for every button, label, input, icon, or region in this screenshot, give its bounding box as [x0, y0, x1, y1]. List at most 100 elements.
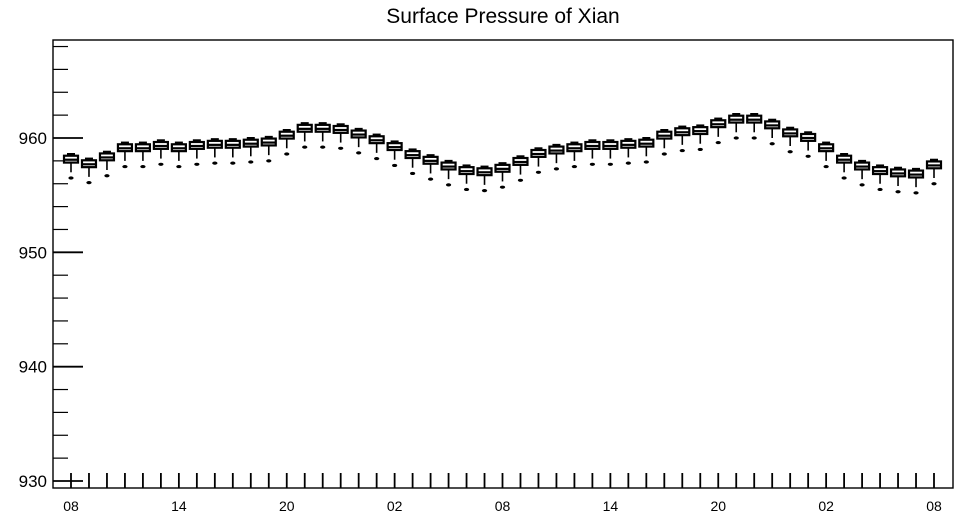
- box-outlier: [823, 164, 829, 169]
- box-outlier: [607, 162, 613, 166]
- box-plot: [548, 143, 565, 171]
- x-tick-label: 08: [63, 498, 79, 514]
- box-plot: [404, 148, 421, 176]
- box-outlier: [733, 136, 739, 140]
- box-outlier: [589, 162, 595, 166]
- box-plot: [530, 147, 547, 174]
- box-outlier: [356, 151, 362, 155]
- box-plot: [206, 138, 223, 165]
- box-plot: [674, 125, 691, 153]
- box-plot: [188, 139, 205, 166]
- box-outlier: [176, 164, 182, 169]
- box-plot: [818, 141, 835, 169]
- box-plot: [871, 164, 889, 192]
- plot-frame: [52, 39, 954, 489]
- box-outlier: [877, 187, 883, 192]
- box-plot: [386, 140, 403, 168]
- box-outlier: [320, 145, 326, 149]
- box-outlier: [481, 188, 488, 193]
- box-plot: [242, 137, 259, 164]
- box-outlier: [715, 140, 721, 145]
- box-plot: [782, 126, 799, 154]
- box-plot: [836, 153, 853, 180]
- box-outlier: [931, 182, 937, 186]
- x-tick-label: 02: [387, 498, 403, 514]
- box-plot: [116, 141, 134, 169]
- box-outlier: [463, 187, 470, 192]
- box-plot: [80, 157, 98, 185]
- box-series: [62, 112, 943, 195]
- box-outlier: [68, 176, 74, 180]
- box-plot: [476, 165, 493, 193]
- box-plot: [728, 112, 745, 140]
- box-outlier: [769, 142, 775, 146]
- box-plot: [152, 139, 169, 166]
- box-outlier: [230, 161, 236, 165]
- box-plot: [98, 150, 116, 178]
- box-plot: [853, 159, 871, 187]
- y-tick-label: 950: [19, 243, 47, 262]
- box-outlier: [517, 178, 524, 182]
- box-outlier: [805, 154, 811, 158]
- box-outlier: [266, 159, 272, 163]
- box-outlier: [338, 146, 344, 150]
- box-outlier: [86, 180, 92, 185]
- box-plot: [422, 154, 439, 181]
- box-plot: [260, 135, 277, 163]
- box-outlier: [284, 152, 290, 156]
- box-outlier: [751, 136, 757, 140]
- box-plot: [566, 141, 583, 169]
- box-plot: [692, 124, 709, 152]
- box-plot: [278, 128, 295, 156]
- box-plot: [746, 112, 763, 140]
- box-outlier: [445, 183, 452, 187]
- box-outlier: [697, 147, 703, 152]
- box-outlier: [625, 161, 631, 165]
- box-outlier: [679, 148, 685, 153]
- box-plot: [925, 158, 943, 186]
- box-outlier: [374, 156, 380, 161]
- box-plot: [584, 139, 601, 166]
- box-outlier: [122, 164, 128, 169]
- box-outlier: [194, 162, 200, 166]
- box-plot: [512, 155, 529, 182]
- x-tick-label: 20: [710, 498, 726, 514]
- box-plot: [889, 166, 907, 194]
- box-plot: [494, 162, 511, 189]
- x-axis: 08 14 20 02 08 14 20 02 08: [63, 473, 942, 514]
- x-tick-label: 08: [926, 498, 942, 514]
- box-outlier: [643, 160, 649, 164]
- x-tick-label: 02: [818, 498, 834, 514]
- box-plot: [458, 164, 475, 192]
- box-outlier: [212, 161, 218, 165]
- box-outlier: [104, 174, 110, 178]
- box-outlier: [248, 160, 254, 164]
- box-plot: [134, 141, 152, 169]
- box-plot: [764, 118, 781, 146]
- box-outlier: [571, 164, 578, 169]
- box-plot: [440, 159, 457, 187]
- box-outlier: [427, 177, 434, 181]
- box-outlier: [913, 191, 919, 195]
- box-outlier: [140, 164, 146, 169]
- box-outlier: [302, 145, 308, 149]
- box-plot: [296, 122, 313, 149]
- x-tick-label: 14: [603, 498, 619, 514]
- y-tick-label: 930: [19, 472, 47, 491]
- box-outlier: [410, 171, 416, 176]
- box-plot: [62, 153, 80, 180]
- box-outlier: [787, 150, 793, 154]
- chart-title: Surface Pressure of Xian: [386, 5, 619, 28]
- box-outlier: [392, 163, 398, 168]
- box-outlier: [499, 185, 506, 189]
- box-plot: [350, 127, 367, 155]
- x-tick-label: 14: [171, 498, 187, 514]
- y-tick-label: 940: [19, 358, 47, 377]
- box-plot: [368, 133, 385, 161]
- box-plot: [170, 141, 187, 169]
- box-outlier: [859, 183, 865, 187]
- box-plot: [710, 117, 727, 145]
- box-plot: [314, 122, 331, 149]
